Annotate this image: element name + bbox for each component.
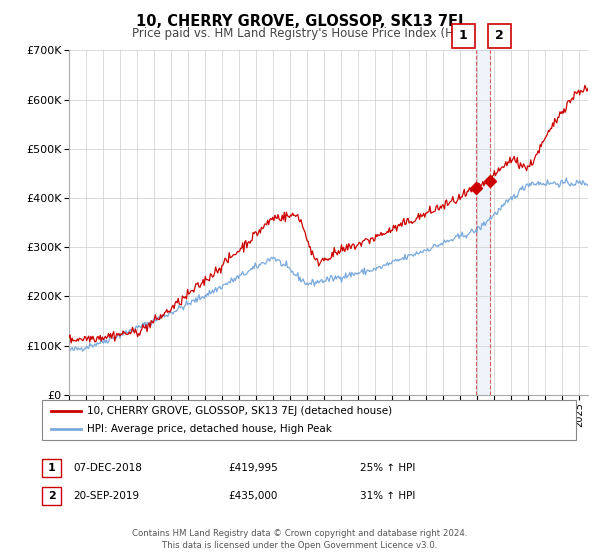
Text: Contains HM Land Registry data © Crown copyright and database right 2024.: Contains HM Land Registry data © Crown c… bbox=[132, 529, 468, 538]
Text: Price paid vs. HM Land Registry's House Price Index (HPI): Price paid vs. HM Land Registry's House … bbox=[131, 27, 469, 40]
Text: £419,995: £419,995 bbox=[228, 463, 278, 473]
Text: 10, CHERRY GROVE, GLOSSOP, SK13 7EJ (detached house): 10, CHERRY GROVE, GLOSSOP, SK13 7EJ (det… bbox=[87, 407, 392, 417]
Text: 2: 2 bbox=[496, 29, 504, 43]
Text: 07-DEC-2018: 07-DEC-2018 bbox=[73, 463, 142, 473]
Text: HPI: Average price, detached house, High Peak: HPI: Average price, detached house, High… bbox=[87, 423, 332, 433]
Text: 1: 1 bbox=[48, 463, 55, 473]
Text: £435,000: £435,000 bbox=[228, 491, 277, 501]
Text: 1: 1 bbox=[459, 29, 468, 43]
Text: 2: 2 bbox=[48, 491, 55, 501]
Bar bbox=[476, 50, 490, 395]
Text: 20-SEP-2019: 20-SEP-2019 bbox=[73, 491, 139, 501]
Text: 25% ↑ HPI: 25% ↑ HPI bbox=[360, 463, 415, 473]
Text: 31% ↑ HPI: 31% ↑ HPI bbox=[360, 491, 415, 501]
Text: 10, CHERRY GROVE, GLOSSOP, SK13 7EJ: 10, CHERRY GROVE, GLOSSOP, SK13 7EJ bbox=[136, 14, 464, 29]
Text: This data is licensed under the Open Government Licence v3.0.: This data is licensed under the Open Gov… bbox=[163, 541, 437, 550]
